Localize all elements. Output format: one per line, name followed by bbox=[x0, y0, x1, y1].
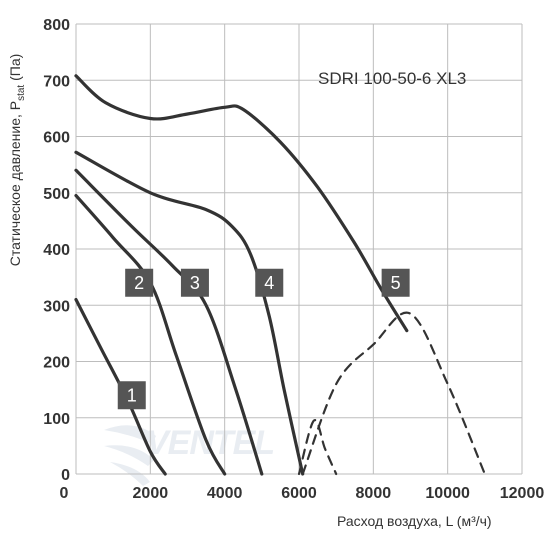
y-tick-label-1: 100 bbox=[43, 411, 70, 428]
curve-badge-label-4: 4 bbox=[264, 273, 274, 293]
x-tick-label-0: 0 bbox=[60, 485, 69, 502]
y-axis-label: Статическое давление, Pstat (Па) bbox=[7, 54, 27, 267]
x-tick-label-2: 4000 bbox=[207, 485, 243, 502]
x-tick-label-5: 10000 bbox=[425, 485, 470, 502]
y-axis-label-main: Статическое давление, P bbox=[7, 101, 23, 266]
y-tick-label-3: 300 bbox=[43, 298, 70, 315]
curve-badge-5 bbox=[381, 268, 410, 297]
curve-system-curve-a bbox=[297, 419, 338, 476]
x-tick-label-3: 6000 bbox=[281, 485, 317, 502]
y-tick-label-0: 0 bbox=[61, 467, 70, 484]
curve-2 bbox=[74, 194, 227, 476]
x-tick-label-4: 8000 bbox=[356, 485, 392, 502]
y-tick-label-8: 800 bbox=[43, 17, 70, 34]
x-tick-label-1: 2000 bbox=[133, 485, 169, 502]
x-axis-label: Расход воздуха, L (м³/ч) bbox=[337, 513, 492, 529]
curve-badge-1 bbox=[117, 381, 146, 410]
y-axis-label-sub: stat bbox=[16, 85, 27, 101]
curve-badge-4 bbox=[255, 268, 284, 297]
curve-badges: 1 2 3 4 5 bbox=[117, 268, 410, 410]
curve-badge-label-5: 5 bbox=[391, 273, 401, 293]
y-tick-label-4: 400 bbox=[43, 242, 70, 259]
curve-4 bbox=[74, 150, 305, 476]
y-tick-label-6: 600 bbox=[43, 130, 70, 147]
x-tick-label-6: 12000 bbox=[500, 485, 545, 502]
y-tick-label-5: 500 bbox=[43, 186, 70, 203]
curve-5 bbox=[74, 74, 409, 333]
x-tick-labels: 0 2000 4000 6000 8000 10000 12000 bbox=[60, 485, 545, 502]
curve-badge-label-2: 2 bbox=[134, 273, 144, 293]
curve-badge-3 bbox=[180, 268, 209, 297]
y-tick-label-2: 200 bbox=[43, 355, 70, 372]
curve-badge-label-1: 1 bbox=[127, 385, 137, 405]
curve-badge-2 bbox=[125, 268, 154, 297]
y-tick-label-7: 700 bbox=[43, 73, 70, 90]
y-tick-labels: 0 100 200 300 400 500 600 700 800 bbox=[43, 17, 70, 484]
y-axis-label-unit: (Па) bbox=[7, 54, 23, 85]
chart-title: SDRI 100-50-6 XL3 bbox=[318, 69, 466, 88]
curve-badge-label-3: 3 bbox=[190, 273, 200, 293]
curve-system-curve-b bbox=[301, 311, 486, 476]
